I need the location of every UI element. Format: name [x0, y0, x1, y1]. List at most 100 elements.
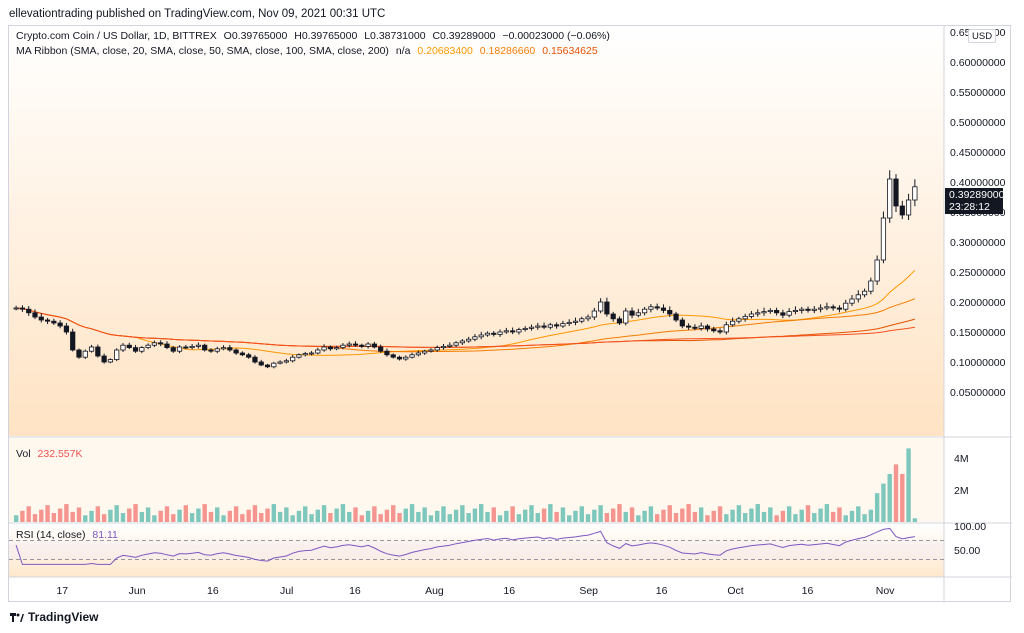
volume-bar [793, 514, 798, 522]
symbol-legend[interactable]: Crypto.com Coin / US Dollar, 1D, BITTREX… [16, 30, 614, 42]
volume-bar [422, 507, 427, 522]
candle-body [422, 350, 428, 354]
volume-bar [384, 509, 390, 522]
candle-body [874, 259, 880, 282]
candle-body [126, 344, 132, 349]
candle-body [57, 322, 63, 327]
candle-body [359, 344, 365, 347]
rsi-tick-label: 100.00 [954, 521, 986, 533]
ohlc-open: O0.39765000 [223, 30, 288, 42]
candle-body [302, 353, 308, 356]
candle-body [459, 340, 465, 344]
candle-body [340, 344, 346, 349]
volume-bar [453, 509, 459, 522]
candle-body [880, 217, 887, 261]
rsi-legend[interactable]: RSI (14, close) 81.11 [16, 529, 122, 541]
ma-line [16, 307, 915, 348]
volume-bar [497, 515, 503, 522]
candle-body [805, 308, 811, 311]
volume-bar [328, 513, 333, 522]
volume-label[interactable]: Vol [16, 448, 31, 460]
footer-brand[interactable]: TradingView [10, 610, 98, 624]
time-tick-label: Oct [727, 585, 743, 597]
volume-bar [290, 515, 295, 522]
volume-bar [259, 513, 264, 522]
volume-bar [246, 509, 251, 522]
price-axis[interactable]: 0.650000000.600000000.550000000.50000000… [950, 27, 1006, 399]
volume-bar [686, 504, 691, 522]
volume-bar [372, 506, 377, 522]
candle-body [44, 319, 51, 322]
currency-badge[interactable]: USD [968, 29, 997, 43]
symbol-title[interactable]: Crypto.com Coin / US Dollar, 1D, BITTREX [16, 30, 217, 42]
price-tick-label: 0.15000000 [950, 327, 1006, 339]
candle-body [736, 318, 742, 322]
candle-body [811, 308, 817, 311]
ma-label[interactable]: MA Ribbon (SMA, close, 20, SMA, close, 5… [16, 45, 389, 57]
volume-bar [391, 505, 396, 522]
candle-body [220, 347, 227, 350]
candle-body [32, 312, 38, 318]
candle-body [723, 324, 729, 333]
ohlc-change: −0.00023000 (−0.06%) [502, 30, 610, 42]
candle-body [560, 323, 566, 327]
ma50-value: 0.18286660 [479, 45, 536, 57]
candle-body [686, 325, 692, 328]
candle-body [371, 343, 377, 348]
volume-bar [868, 509, 874, 522]
candle-body [271, 362, 277, 368]
candle-body [290, 356, 296, 362]
volume-bar [309, 514, 314, 522]
ma-legend[interactable]: MA Ribbon (SMA, close, 20, SMA, close, 5… [16, 45, 602, 57]
candle-body [635, 312, 641, 316]
volume-legend[interactable]: Vol 232.557K [16, 448, 87, 460]
ma100-value: 0.15634625 [542, 45, 598, 57]
candle-body [566, 321, 572, 324]
volume-bar [830, 511, 836, 522]
candle-body [107, 359, 114, 363]
candle-body [591, 310, 597, 318]
candle-body [773, 309, 780, 314]
candle-body [792, 309, 799, 312]
candle-body [19, 307, 26, 310]
time-axis[interactable]: 17 Jun 16 Jul 16 Aug 16 Sep 16 Oct 16 Nov [56, 585, 895, 597]
chart-frame[interactable]: 0.650000000.600000000.550000000.50000000… [8, 25, 1012, 603]
ohlc-low: L0.38731000 [364, 30, 426, 42]
candle-body [503, 330, 509, 333]
volume-bar [837, 507, 842, 522]
candle-body [403, 356, 409, 360]
candle-body [70, 331, 76, 351]
volume-bar [460, 505, 465, 522]
rsi-pane-background [9, 524, 944, 577]
rsi-band [9, 540, 944, 560]
volume-bar [95, 506, 101, 522]
volume-bars [13, 448, 918, 522]
candle-body [233, 349, 239, 354]
volume-bar [724, 514, 729, 522]
candle-body [378, 346, 384, 352]
candle-body [189, 345, 195, 348]
volume-bar [573, 510, 578, 522]
volume-bar [164, 506, 170, 522]
volume-bar [183, 505, 189, 522]
volume-bar [636, 515, 641, 522]
last-price: 0.39289000 [949, 189, 1005, 201]
chart-canvas[interactable]: 0.650000000.600000000.550000000.50000000… [9, 26, 1012, 603]
time-tick-label: Aug [425, 585, 444, 597]
rsi-label[interactable]: RSI (14, close) [16, 529, 86, 541]
volume-bar [906, 448, 911, 522]
volume-bar [365, 510, 371, 522]
volume-bar [441, 506, 446, 522]
candle-body [660, 307, 667, 311]
volume-bar [698, 507, 704, 522]
volume-bar [560, 507, 566, 522]
volume-bar [120, 513, 126, 522]
volume-bar [654, 514, 660, 522]
volume-bar [466, 513, 471, 522]
volume-bar [315, 509, 321, 522]
candle-body [283, 360, 289, 363]
volume-bar [101, 514, 107, 522]
candle-body [843, 302, 849, 310]
candle-body [830, 306, 836, 309]
volume-bar [604, 513, 610, 522]
